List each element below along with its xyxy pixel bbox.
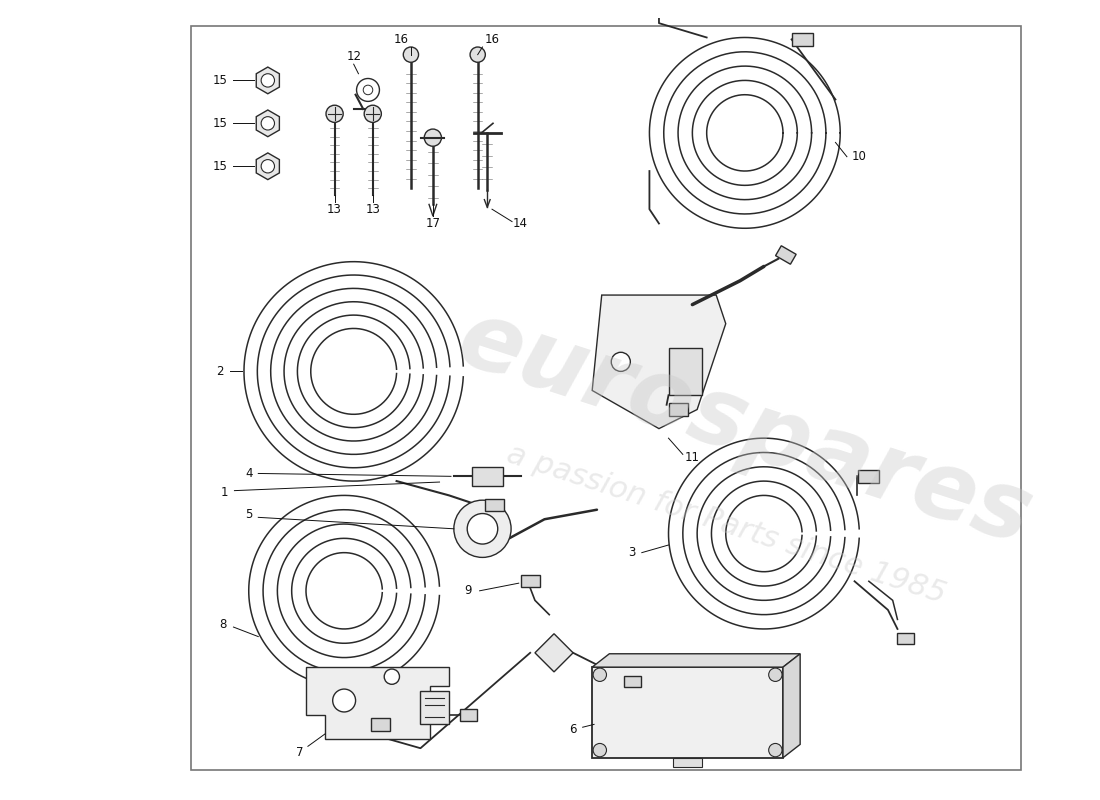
Bar (896, 633, 914, 644)
Bar (624, 676, 641, 687)
Circle shape (404, 47, 419, 62)
Polygon shape (592, 654, 800, 667)
Bar (792, 33, 813, 46)
Circle shape (384, 669, 399, 684)
Bar (776, 246, 796, 264)
Circle shape (454, 500, 512, 558)
Text: 5: 5 (245, 508, 252, 521)
Bar (460, 709, 476, 721)
Text: 8: 8 (219, 618, 227, 630)
Circle shape (261, 74, 275, 87)
Bar (485, 498, 505, 511)
Polygon shape (306, 667, 449, 738)
Polygon shape (535, 634, 573, 672)
Text: eurospares: eurospares (447, 293, 1043, 565)
Text: 6: 6 (570, 722, 576, 736)
Bar (371, 718, 389, 730)
Bar (472, 466, 503, 486)
Circle shape (470, 47, 485, 62)
Text: 15: 15 (212, 117, 228, 130)
Text: a passion for Parts since 1985: a passion for Parts since 1985 (503, 439, 949, 609)
Text: 13: 13 (365, 202, 381, 216)
Text: 7: 7 (296, 746, 304, 759)
Circle shape (425, 129, 441, 146)
Text: 4: 4 (245, 467, 253, 480)
Text: 14: 14 (513, 217, 528, 230)
Bar (520, 575, 540, 587)
Text: 16: 16 (394, 33, 409, 46)
Circle shape (261, 159, 275, 173)
Polygon shape (592, 295, 726, 429)
Circle shape (612, 352, 630, 371)
Circle shape (261, 117, 275, 130)
Circle shape (769, 668, 782, 682)
Text: 11: 11 (685, 450, 700, 464)
Text: 2: 2 (217, 365, 224, 378)
Polygon shape (256, 110, 279, 137)
Circle shape (332, 689, 355, 712)
Polygon shape (256, 67, 279, 94)
Circle shape (593, 743, 606, 757)
Text: 17: 17 (426, 217, 440, 230)
Bar (673, 758, 702, 767)
Text: 3: 3 (628, 546, 636, 559)
Bar (858, 470, 879, 483)
Polygon shape (256, 153, 279, 180)
Text: 12: 12 (346, 50, 361, 63)
Bar (669, 347, 702, 395)
Text: 15: 15 (212, 160, 228, 173)
Bar (191, 26, 1022, 770)
Bar (669, 403, 688, 416)
Text: 16: 16 (484, 33, 499, 46)
Circle shape (326, 106, 343, 122)
Circle shape (364, 106, 382, 122)
Text: 1: 1 (221, 486, 229, 499)
Bar (592, 667, 783, 758)
Circle shape (769, 743, 782, 757)
Text: 9: 9 (464, 584, 472, 598)
Circle shape (593, 668, 606, 682)
Circle shape (468, 514, 497, 544)
Text: 15: 15 (212, 74, 228, 87)
Polygon shape (783, 654, 800, 758)
Text: 10: 10 (851, 150, 867, 163)
Bar (420, 691, 449, 724)
Text: 13: 13 (327, 202, 342, 216)
